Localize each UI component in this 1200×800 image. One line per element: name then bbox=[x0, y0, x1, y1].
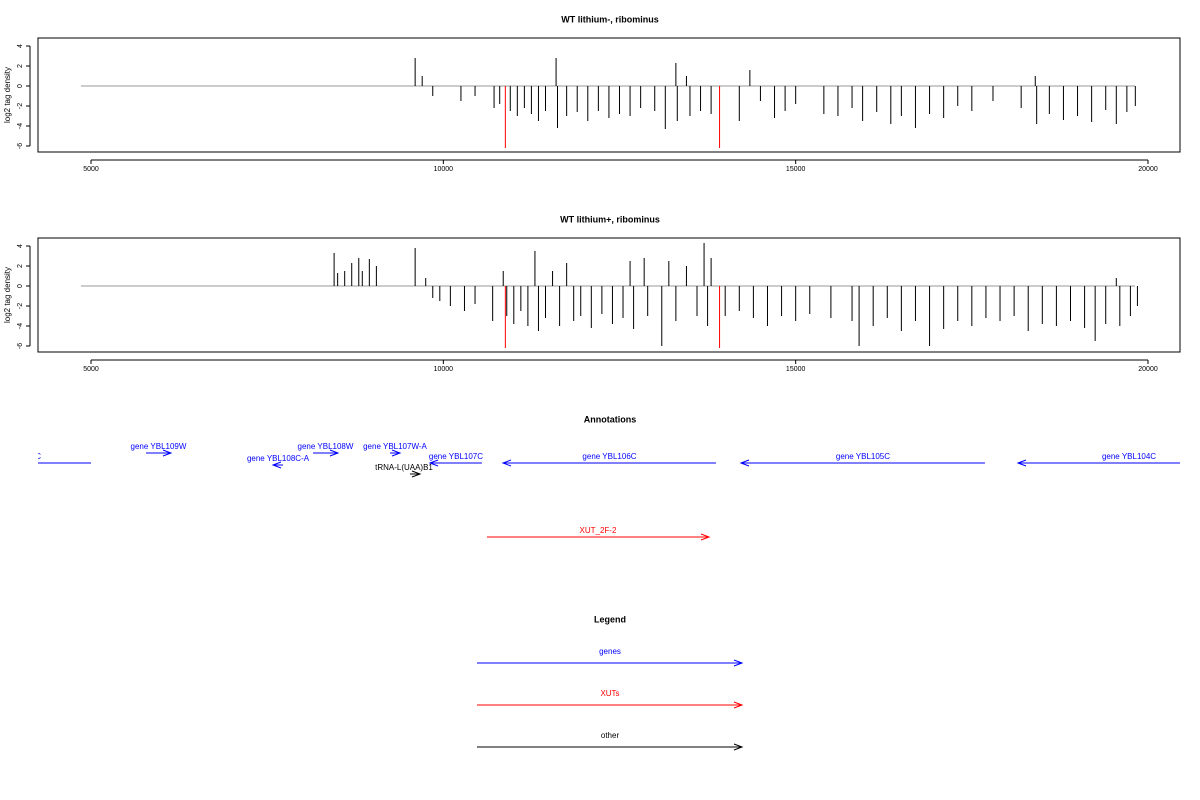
x-tick-label: 20000 bbox=[1138, 366, 1158, 373]
feature-arrow bbox=[312, 449, 340, 457]
feature-arrow bbox=[409, 470, 422, 478]
feature-arrow bbox=[146, 449, 173, 457]
feature-arrow bbox=[1016, 459, 1180, 467]
plot-frame bbox=[37, 237, 1181, 353]
feature-arrow bbox=[428, 459, 482, 467]
y-tick-label: -6 bbox=[17, 143, 24, 149]
legend-label: XUTs bbox=[600, 689, 619, 698]
legend-arrow bbox=[477, 659, 744, 667]
y-tick-label: -2 bbox=[17, 103, 24, 109]
x-tick-label: 5000 bbox=[83, 366, 99, 373]
feature-label: gene YBL107C bbox=[429, 452, 483, 461]
legend-title: Legend bbox=[594, 614, 626, 624]
x-tick-label: 5000 bbox=[83, 166, 99, 173]
y-tick-label: -4 bbox=[17, 323, 24, 329]
feature-label: C bbox=[35, 452, 41, 461]
x-tick-label: 10000 bbox=[434, 366, 454, 373]
y-tick-label: 2 bbox=[17, 264, 24, 268]
feature-label: gene YBL109W bbox=[131, 442, 187, 451]
feature-arrow bbox=[271, 461, 284, 469]
y-tick-label: -4 bbox=[17, 123, 24, 129]
y-tick-label: 0 bbox=[17, 284, 24, 288]
y-tick-label: -6 bbox=[17, 343, 24, 349]
y-axis-label: log2 tag density bbox=[3, 67, 12, 123]
legend-arrow bbox=[477, 743, 744, 751]
feature-arrow bbox=[38, 462, 91, 464]
chart-title: WT lithium+, ribominus bbox=[560, 214, 660, 224]
feature-arrow bbox=[739, 459, 985, 467]
feature-label: gene YBL108C-A bbox=[247, 454, 310, 463]
legend-label: genes bbox=[599, 647, 621, 656]
y-tick-label: 0 bbox=[17, 84, 24, 88]
feature-arrow bbox=[486, 533, 711, 541]
plot-frame bbox=[37, 37, 1181, 153]
x-tick-label: 20000 bbox=[1138, 166, 1158, 173]
feature-arrow bbox=[501, 459, 716, 467]
chart-title: WT lithium-, ribominus bbox=[561, 14, 659, 24]
feature-label: gene YBL104C bbox=[1102, 452, 1156, 461]
feature-arrow bbox=[389, 449, 402, 457]
feature-label: gene YBL108W bbox=[298, 442, 354, 451]
feature-label: gene YBL107W-A bbox=[363, 442, 427, 451]
feature-label: gene YBL105C bbox=[836, 452, 890, 461]
x-tick-label: 10000 bbox=[434, 166, 454, 173]
legend-arrow bbox=[477, 701, 744, 709]
x-tick-label: 15000 bbox=[786, 366, 806, 373]
annotations-title: Annotations bbox=[584, 414, 637, 424]
y-tick-label: 4 bbox=[17, 244, 24, 248]
legend-label: other bbox=[601, 731, 620, 740]
y-tick-label: -2 bbox=[17, 303, 24, 309]
feature-label: tRNA-L(UAA)B1 bbox=[375, 463, 433, 472]
y-axis-label: log2 tag density bbox=[3, 267, 12, 323]
y-tick-label: 2 bbox=[17, 64, 24, 68]
feature-label: gene YBL106C bbox=[582, 452, 636, 461]
x-tick-label: 15000 bbox=[786, 166, 806, 173]
feature-label: XUT_2F-2 bbox=[580, 526, 617, 535]
y-tick-label: 4 bbox=[17, 44, 24, 48]
